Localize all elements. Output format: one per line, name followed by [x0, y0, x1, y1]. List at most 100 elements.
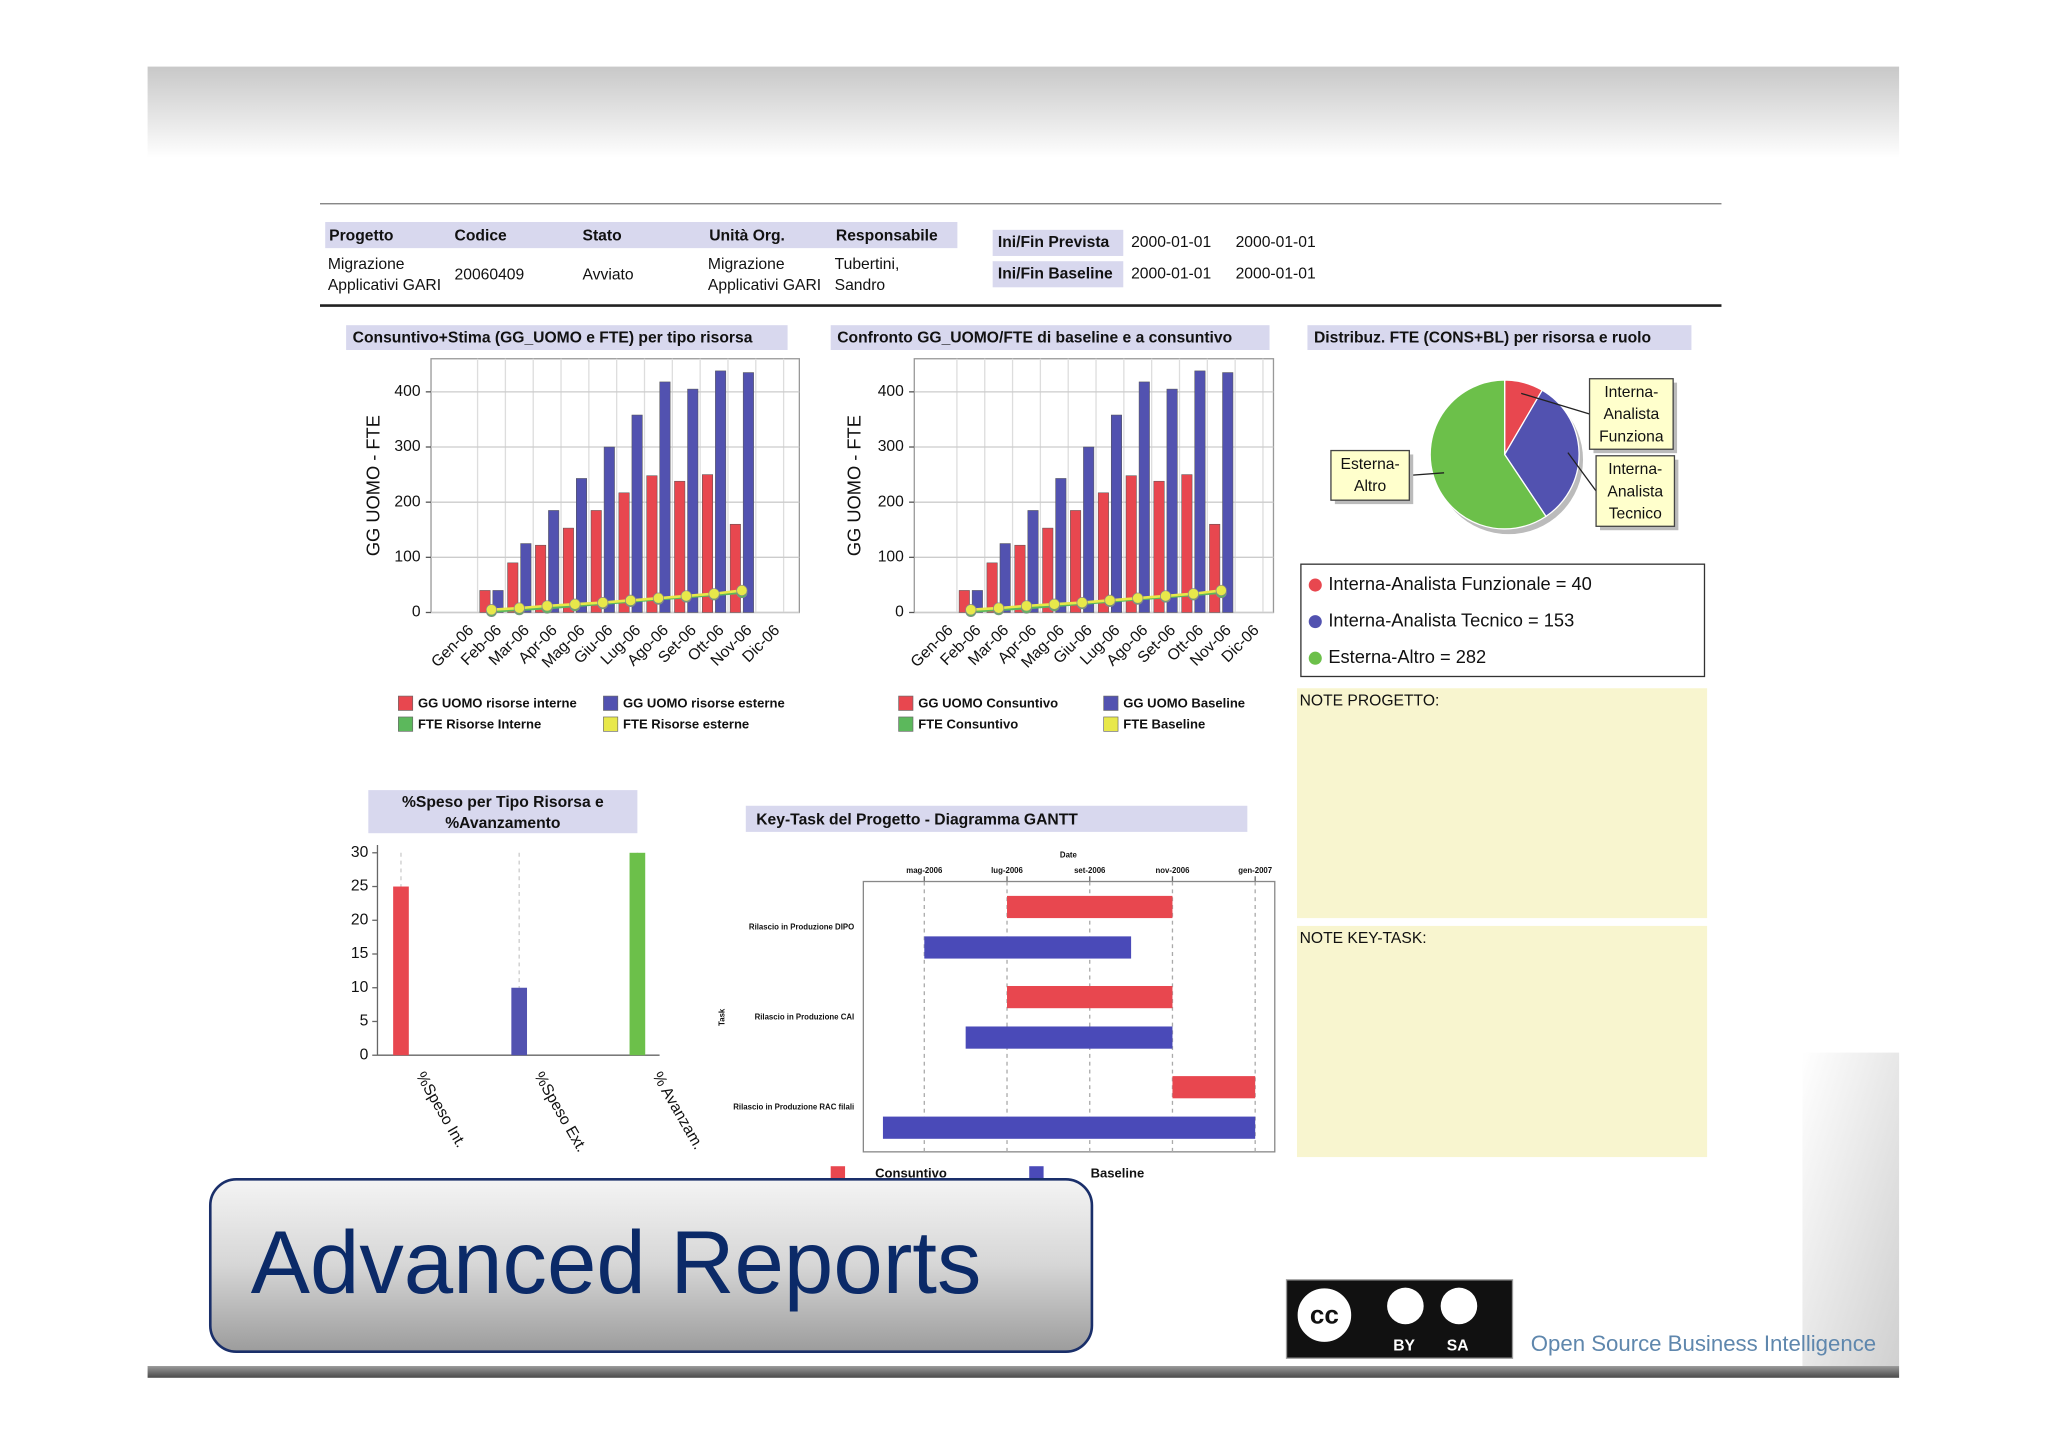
- license-text: SA: [1447, 1338, 1469, 1355]
- chart-title: Consuntivo+Stima (GG_UOMO e FTE) per tip…: [353, 329, 753, 346]
- slice-label-box: Interna-Analista Tecnico: [1607, 460, 1663, 523]
- point: [1215, 584, 1227, 596]
- point: [736, 584, 748, 596]
- y-tick-label: 400: [394, 383, 420, 400]
- point: [680, 590, 692, 602]
- legend-label: GG UOMO risorse esterne: [623, 695, 785, 710]
- y-axis-label: GG UOMO - FTE: [363, 415, 384, 556]
- date-value: 2000-01-01: [1236, 265, 1316, 282]
- chart-title-box: [745, 805, 1248, 832]
- task-label: Rilascio in Produzione DIPO: [749, 922, 854, 931]
- bar: [1097, 492, 1109, 613]
- bar: [1222, 372, 1234, 613]
- legend-swatch: [1103, 716, 1119, 732]
- bar: [1055, 478, 1067, 613]
- bar: [999, 543, 1011, 613]
- callout-box: [1330, 449, 1410, 501]
- bar: [1014, 544, 1026, 613]
- bar: [507, 562, 519, 613]
- y-axis-label: Task: [717, 1008, 726, 1026]
- y-tick-label: 15: [351, 945, 369, 962]
- legend-label: Interna-Analista Tecnico = 153: [1328, 609, 1574, 630]
- point: [1048, 598, 1060, 610]
- series-line: [970, 589, 1222, 612]
- chart-title-box: %Speso per Tipo Risorsa e %Avanzamento: [401, 792, 604, 832]
- callout-box: [1595, 455, 1676, 527]
- chart-title-box: [830, 325, 1270, 350]
- task-label: Rilascio in Produzione RAC filali: [733, 1103, 854, 1112]
- bar: [1125, 475, 1137, 613]
- header-label: Stato: [583, 228, 622, 245]
- bar: [702, 474, 714, 613]
- callout-box: [1588, 378, 1674, 450]
- chart-title: Confronto GG_UOMO/FTE di baseline e a co…: [837, 329, 1232, 346]
- date-label-cell: [992, 229, 1124, 256]
- x-tick-label: gen-2007: [1238, 866, 1273, 875]
- date-label-cell: [992, 261, 1124, 288]
- legend-label: Consuntivo: [875, 1166, 947, 1181]
- plot-area: [862, 880, 1276, 1153]
- task-label: Rilascio in Produzione CAI: [755, 1012, 855, 1021]
- chart-title-box: [368, 790, 638, 834]
- y-tick-label: 30: [351, 844, 369, 861]
- bar: [1110, 414, 1122, 613]
- y-tick-label: 200: [394, 493, 420, 510]
- chart-title-box: [1307, 325, 1692, 350]
- bar: [1209, 523, 1221, 613]
- y-tick-label: 20: [351, 911, 369, 928]
- point: [652, 592, 664, 604]
- legend-label: GG UOMO Baseline: [1123, 695, 1245, 710]
- legend-label: FTE Risorse Interne: [418, 716, 541, 731]
- legend-swatch: [603, 716, 619, 732]
- x-tick-label: %Speso Ext.: [530, 1069, 590, 1155]
- chart-title: %Speso per Tipo Risorsa e %Avanzamento: [401, 792, 604, 832]
- license-text: cc: [1310, 1299, 1339, 1329]
- bar: [1138, 381, 1150, 613]
- bar: [576, 478, 587, 613]
- bar: [729, 523, 741, 613]
- legend-label: Baseline: [1091, 1166, 1145, 1181]
- date-label: Ini/Fin Baseline: [998, 265, 1113, 282]
- header-label: Unità Org.: [709, 228, 785, 245]
- point: [625, 594, 637, 606]
- y-tick-label: 25: [351, 878, 369, 895]
- pie-slice: [1503, 389, 1580, 518]
- bar: [1083, 446, 1095, 613]
- bar: [590, 510, 602, 613]
- x-tick-label: mag-2006: [906, 866, 943, 875]
- bar: [958, 590, 970, 613]
- point: [1187, 588, 1199, 600]
- point: [1160, 590, 1172, 602]
- top-banner: [147, 66, 1900, 159]
- license-icon: [1293, 1284, 1356, 1346]
- x-tick-label: %Speso Int.: [412, 1069, 469, 1151]
- legend-swatch: [830, 1166, 846, 1181]
- header-value: Migrazione Applicativi GARI: [327, 254, 442, 294]
- bar: [629, 852, 646, 1056]
- bar: [646, 475, 658, 613]
- y-tick-label: 100: [878, 548, 904, 565]
- gantt-bar: [965, 1026, 1173, 1049]
- legend-swatch: [898, 716, 914, 732]
- chart-title: Distribuz. FTE (CONS+BL) per risorsa e r…: [1314, 329, 1651, 346]
- notes-box: [1296, 925, 1708, 1158]
- gantt-bar: [1007, 985, 1173, 1009]
- notes-box: [1296, 688, 1708, 919]
- bar: [1027, 510, 1039, 613]
- point: [708, 588, 720, 600]
- x-tick-label: set-2006: [1074, 866, 1106, 875]
- slide-title: Advanced Reports: [251, 1213, 982, 1312]
- header-value-box: Tubertini, Sandro: [835, 255, 900, 294]
- legend-swatch: [398, 716, 414, 732]
- bottom-rule: [147, 1366, 1900, 1378]
- license-icon: [1387, 1287, 1424, 1325]
- x-tick-label: nov-2006: [1155, 866, 1190, 875]
- bar: [1153, 480, 1165, 613]
- date-label: Ini/Fin Prevista: [998, 234, 1110, 251]
- y-tick-label: 200: [878, 493, 904, 510]
- bar: [687, 388, 699, 613]
- bar: [520, 543, 532, 613]
- bar: [618, 492, 630, 613]
- point: [541, 600, 553, 612]
